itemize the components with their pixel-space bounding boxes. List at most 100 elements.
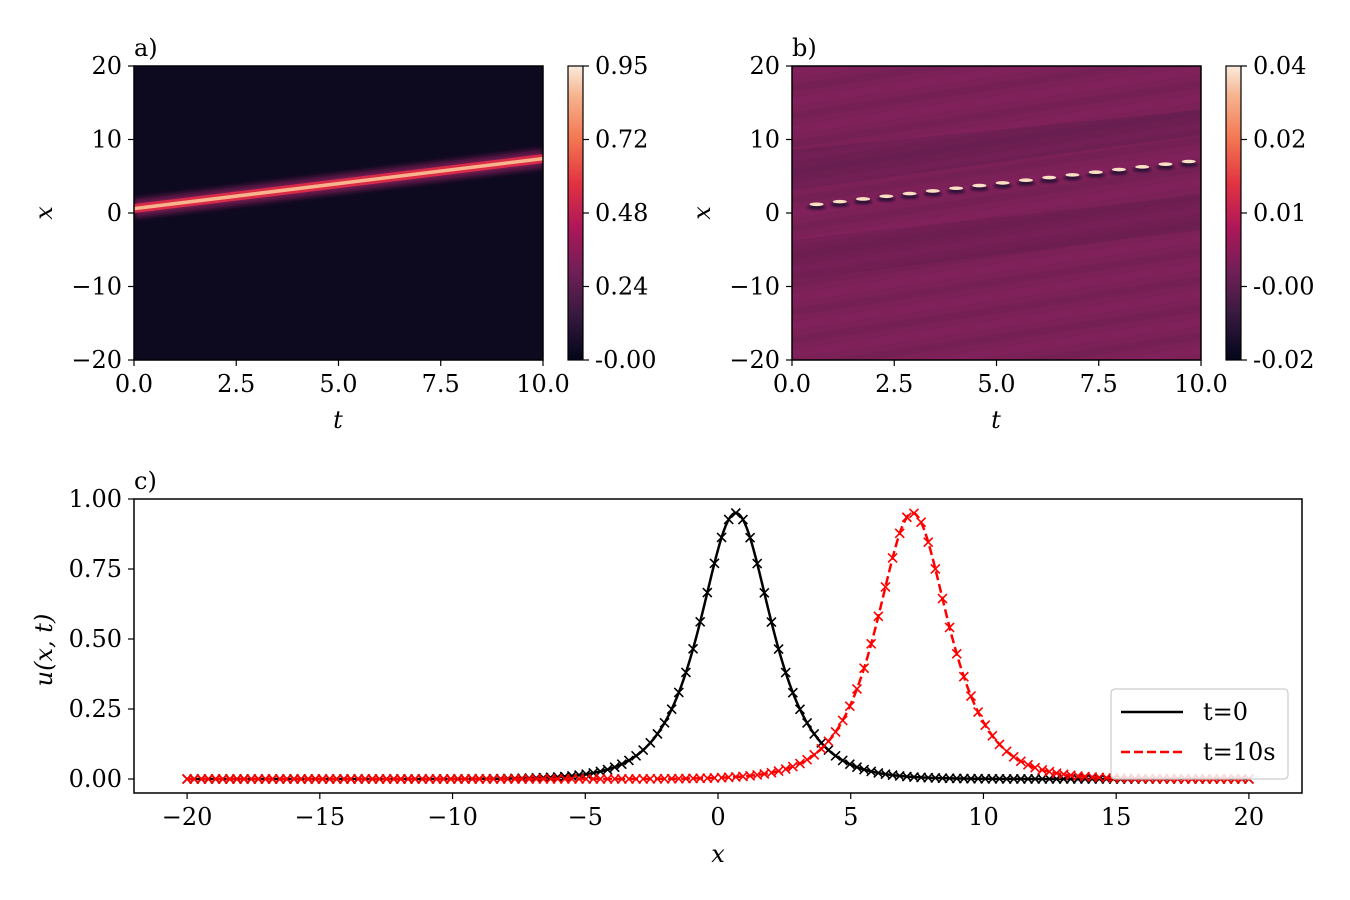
line-c-series-0-marker-88: [809, 728, 820, 740]
heatmap-a-ytick-label-3: 10: [91, 126, 122, 154]
line-c-series-0-marker-80: [752, 558, 763, 569]
heatmap-b-ridge-dash-12: [1088, 170, 1103, 174]
line-c-ytick-label-3: 0.75: [69, 555, 122, 583]
line-c-xtick-label-8: 20: [1234, 803, 1265, 831]
line-c-series-1-marker-86: [794, 758, 806, 769]
heatmap-b-ridge-shadow-6: [947, 189, 966, 194]
heatmap-b-ridge-dash-15: [1158, 162, 1173, 166]
heatmap-b-ridge-shadow-10: [1040, 178, 1059, 183]
line-c-series-1-marker-101: [901, 512, 912, 523]
line-c-series-1-marker-100: [894, 528, 905, 539]
heatmap-b-ridge-shadow-2: [854, 199, 873, 205]
heatmap-a-xtick-label-4: 10.0: [516, 370, 569, 398]
line-c-xtick-label-5: 5: [843, 803, 858, 831]
heatmap-b-ridge-shadow-16: [1179, 162, 1198, 167]
heatmap-b-band-18: [792, 80, 1201, 148]
heatmap-b-ridge-dash-11: [1065, 173, 1080, 177]
line-c-series-0-marker-71: [687, 643, 699, 654]
line-c-series-1-marker-108: [951, 648, 962, 659]
heatmap-b-band-20: [792, 108, 1201, 176]
heatmap-a-ytick-label-0: −20: [71, 346, 122, 374]
heatmap-b-band-28: [792, 220, 1201, 288]
line-c-series-0-marker-72: [695, 616, 706, 627]
heatmap-b-xtick-label-0: 0.0: [773, 370, 811, 398]
line-c-series-1-marker-92: [837, 715, 848, 726]
colorbar-a: [567, 65, 584, 361]
heatmap-b-band-15: [792, 66, 1062, 106]
line-c-xtick-label-4: 0: [710, 803, 725, 831]
heatmap-b-xtick-label-4: 10.0: [1174, 370, 1227, 398]
line-c-series-1-marker-110: [965, 691, 977, 702]
line-c-series-1-marker-94: [851, 683, 863, 694]
heatmap-b-ridge-shadow-11: [1063, 175, 1082, 181]
colorbar-b-tick-label-1: -0.00: [1253, 273, 1315, 301]
heatmap-b-ridge-dash-0: [809, 202, 824, 207]
line-c-xtick-label-6: 10: [968, 803, 999, 831]
heatmap-b-ridge-dash-2: [856, 197, 871, 201]
line-c-axes: −20 −15 −10 −5 0 5 10 15 20 0.00 0.25 0.50 0.75 1.00: [69, 485, 1265, 831]
heatmap-b-ridge-shadow-5: [923, 191, 942, 197]
line-c-series-0-curve: [187, 511, 1249, 781]
line-c-series-1-marker-113: [987, 730, 998, 741]
heatmap-b-ridge-shadow-13: [1109, 170, 1128, 175]
line-c-series-1-marker-95: [859, 663, 870, 674]
heatmap-b-band-34: [822, 304, 1201, 360]
heatmap-b-ridge-shadow-1: [830, 202, 849, 207]
heatmap-b-band-12: [792, 0, 1201, 60]
line-c-series-0-marker-87: [802, 717, 813, 728]
heatmap-b-ridge-dash-13: [1111, 167, 1126, 172]
line-c-xtick-label-3: −5: [568, 803, 603, 831]
heatmap-b-ytick-label-4: 20: [749, 52, 780, 80]
heatmap-b-wake-upper: [792, 110, 1201, 190]
line-c-ytick-label-4: 1.00: [69, 485, 122, 513]
heatmap-b-xtick-label-1: 2.5: [875, 370, 913, 398]
heatmap-b-band-30: [792, 248, 1201, 316]
line-c-series-0-marker-65: [645, 737, 656, 748]
heatmap-a-background: [134, 66, 543, 360]
line-c-series-0-marker-61: [616, 759, 627, 770]
colorbar-a-tick-label-0: -0.00: [595, 346, 657, 374]
colorbar-a-tick-label-3: 0.72: [595, 126, 648, 154]
line-c-series-1-marker-116: [1008, 751, 1019, 762]
line-c-series-1-marker-109: [958, 671, 969, 682]
heatmap-a-ytick-label-1: −10: [71, 273, 122, 301]
heatmap-a-xtick-label-0: 0.0: [115, 370, 153, 398]
line-c-series-0-marker-63: [630, 750, 642, 761]
panel-label-a: a): [134, 34, 158, 62]
colorbar-b: [1225, 65, 1242, 361]
line-c-series-0-marker-62: [623, 755, 634, 766]
legend: t=0 t=10s: [1110, 688, 1289, 780]
line-c-series-0-marker-66: [652, 728, 663, 739]
line-c-series-0-marker-83: [773, 643, 784, 655]
heatmap-b-xtick-label-2: 5.0: [977, 370, 1015, 398]
line-c-series-1-marker-87: [802, 754, 813, 765]
heatmap-b-band-13: [792, 66, 871, 78]
heatmap-b-band-14: [792, 66, 967, 92]
heatmap-b-band-21: [792, 122, 1201, 190]
heatmap-b-ridge-shadow-0: [807, 205, 826, 210]
legend-label-t10: t=10s: [1203, 738, 1276, 766]
heatmap-b-ridge: [807, 159, 1198, 210]
heatmap-b-ridge-shadow-14: [1133, 167, 1152, 173]
heatmap-b-axes: 0.0 2.5 5.0 7.5 10.0 −20 −10 0 10 20: [729, 52, 1227, 398]
line-c-series-0-marker-68: [666, 704, 677, 715]
colorbar-b-tick-label-2: 0.01: [1253, 199, 1306, 227]
line-c-series-0-marker-78: [737, 514, 749, 525]
line-c-series-1-marker-98: [880, 581, 891, 592]
heatmap-b-ridge-shadow-15: [1156, 164, 1175, 170]
heatmap-b-band-11: [792, 0, 1201, 46]
heatmap-b-wake-lower: [792, 195, 1201, 280]
colorbar-a-tick-label-2: 0.48: [595, 199, 648, 227]
heatmap-b-ridge-shadow-3: [877, 197, 896, 202]
heatmap-b-ridge-dash-6: [949, 186, 964, 191]
line-c-series-1-marker-84: [780, 764, 791, 775]
line-c-ytick-label-0: 0.00: [69, 765, 122, 793]
heatmap-a-ytick-label-4: 20: [91, 52, 122, 80]
colorbar-b-tick-label-3: 0.02: [1253, 126, 1306, 154]
heatmap-a-ridge-core: [134, 156, 543, 211]
line-c-series-1-marker-85: [787, 761, 798, 772]
heatmap-b-band-32: [792, 276, 1201, 344]
colorbar-b-tick-label-4: 0.04: [1253, 52, 1306, 80]
line-c-series-0-marker-75: [716, 532, 727, 543]
line-c-series-0-marker-95: [859, 764, 870, 775]
